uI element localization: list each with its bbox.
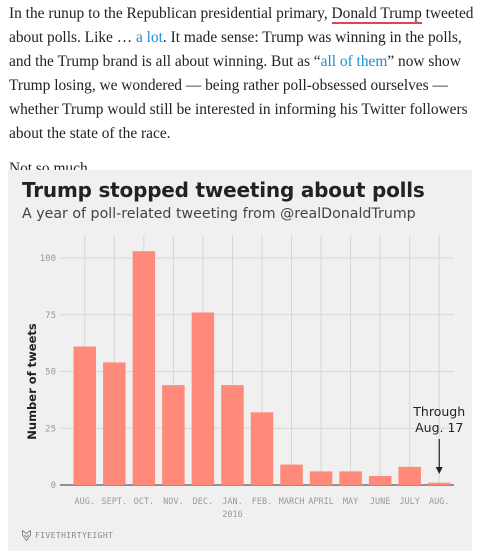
bar: [427, 482, 451, 485]
x-tick-label: AUG.: [75, 497, 95, 507]
bar: [221, 385, 244, 485]
chart-subtitle: A year of poll-related tweeting from @re…: [22, 206, 416, 222]
donald-trump-link[interactable]: Donald Trump: [331, 5, 422, 24]
annotation-text-line2: Aug. 17: [415, 420, 463, 435]
chart-title: Trump stopped tweeting about polls: [22, 178, 425, 202]
y-tick-label: 75: [45, 311, 56, 321]
paragraph-text: tweeted about polls. Like …: [9, 5, 474, 46]
article-paragraph-1: In the runup to the Republican president…: [9, 2, 475, 146]
x-tick-sublabel: 2016: [222, 510, 242, 520]
bar: [339, 471, 362, 485]
article-body: In the runup to the Republican president…: [9, 2, 475, 181]
chart-footer: FIVETHIRTYEIGHT: [22, 530, 113, 541]
bar: [132, 251, 156, 485]
bar: [191, 312, 215, 485]
x-tick-label: NOV.: [163, 497, 183, 507]
x-tick-label: SEPT.: [102, 497, 128, 507]
a-lot-link[interactable]: a lot: [135, 29, 163, 46]
y-tick-label: 0: [51, 481, 56, 491]
bar: [103, 362, 126, 485]
fivethirtyeight-fox-icon: [22, 530, 31, 541]
paragraph-text: In the runup to the Republican president…: [9, 5, 332, 22]
x-tick-label: APRIL: [308, 497, 334, 507]
x-tick-label: OCT.: [134, 497, 154, 507]
chart-card: Trump stopped tweeting about polls A yea…: [8, 170, 472, 551]
x-tick-label: MAY: [343, 497, 358, 507]
x-tick-label: DEC.: [193, 497, 213, 507]
y-axis-label: Number of tweets: [25, 323, 39, 440]
x-tick-label: JAN.: [222, 497, 242, 507]
bar: [309, 471, 333, 485]
x-tick-label: MARCH: [279, 497, 305, 507]
brand-name: FIVETHIRTYEIGHT: [35, 531, 114, 540]
bar: [73, 346, 97, 485]
x-tick-label: JUNE: [370, 497, 390, 507]
annotation-arrow-head: [435, 467, 443, 474]
y-tick-label: 100: [40, 254, 56, 264]
paragraph-text: ” now show Trump losing, we wondered — b…: [9, 53, 468, 142]
all-of-them-link[interactable]: all of them: [320, 53, 388, 70]
bar-chart: 0 25 50 75 100 AUG. SEPT. OCT. NOV. DEC. JAN. 2016 F…: [25, 235, 465, 520]
bar: [250, 412, 274, 485]
annotation-text-line1: Through: [412, 404, 465, 419]
x-tick-label: FEB.: [252, 497, 272, 507]
x-tick-label: AUG.: [429, 497, 449, 507]
bar: [368, 475, 392, 485]
x-tick-label: JULY: [399, 497, 419, 507]
bar: [162, 385, 185, 485]
bar: [398, 466, 421, 485]
bar: [280, 464, 303, 485]
y-tick-label: 50: [45, 368, 56, 378]
y-tick-label: 25: [45, 424, 56, 434]
paragraph-text: . It made sense: Trump was winning in th…: [9, 29, 462, 70]
